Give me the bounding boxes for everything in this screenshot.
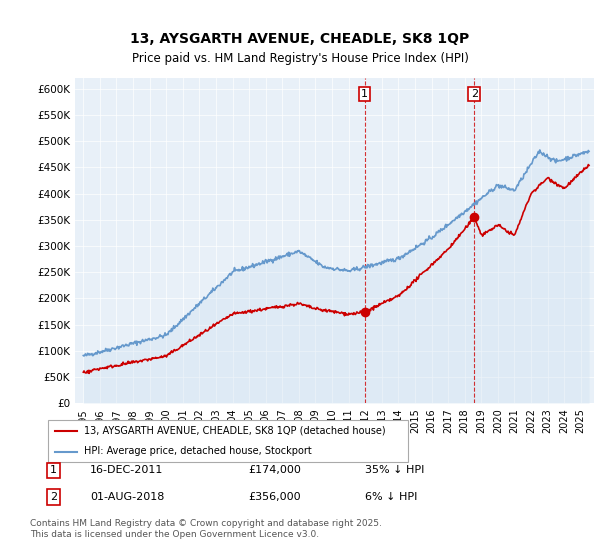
- Text: 6% ↓ HPI: 6% ↓ HPI: [365, 492, 417, 502]
- Text: Contains HM Land Registry data © Crown copyright and database right 2025.
This d: Contains HM Land Registry data © Crown c…: [30, 520, 382, 539]
- Text: 1: 1: [50, 465, 57, 475]
- Text: 2: 2: [471, 89, 478, 99]
- Text: 2: 2: [50, 492, 57, 502]
- Text: 13, AYSGARTH AVENUE, CHEADLE, SK8 1QP: 13, AYSGARTH AVENUE, CHEADLE, SK8 1QP: [130, 32, 470, 46]
- Text: HPI: Average price, detached house, Stockport: HPI: Average price, detached house, Stoc…: [84, 446, 312, 456]
- Text: 35% ↓ HPI: 35% ↓ HPI: [365, 465, 424, 475]
- Text: 13, AYSGARTH AVENUE, CHEADLE, SK8 1QP (detached house): 13, AYSGARTH AVENUE, CHEADLE, SK8 1QP (d…: [84, 426, 386, 436]
- Text: Price paid vs. HM Land Registry's House Price Index (HPI): Price paid vs. HM Land Registry's House …: [131, 52, 469, 66]
- Text: £356,000: £356,000: [248, 492, 301, 502]
- FancyBboxPatch shape: [48, 420, 408, 462]
- Text: 1: 1: [361, 89, 368, 99]
- Text: 16-DEC-2011: 16-DEC-2011: [90, 465, 164, 475]
- Text: 01-AUG-2018: 01-AUG-2018: [90, 492, 164, 502]
- Text: £174,000: £174,000: [248, 465, 302, 475]
